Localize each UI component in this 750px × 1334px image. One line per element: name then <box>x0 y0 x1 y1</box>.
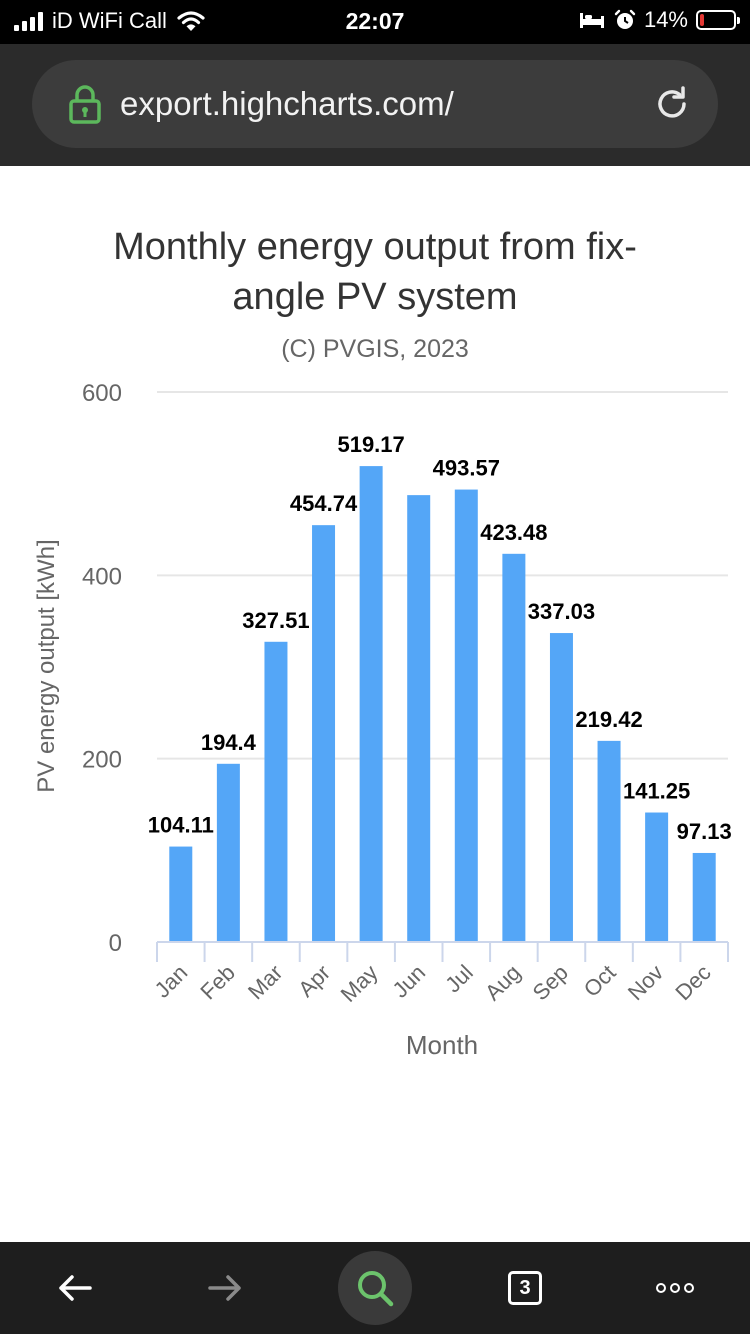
status-right: 14% <box>578 7 740 33</box>
data-label: 141.25 <box>623 779 690 804</box>
signal-icon <box>14 11 43 31</box>
more-icon <box>656 1283 694 1293</box>
more-button[interactable] <box>630 1242 720 1334</box>
data-label: 104.11 <box>148 813 214 838</box>
bottom-toolbar: 3 <box>0 1242 750 1334</box>
bar <box>312 525 336 942</box>
chart-area: Monthly energy output from fix- angle PV… <box>0 166 750 1242</box>
data-label: 454.74 <box>290 491 358 516</box>
carrier-label: iD WiFi Call <box>52 8 167 33</box>
x-tick-label: Jun <box>387 960 430 1003</box>
y-tick-label: 400 <box>82 563 122 590</box>
y-axis-title: PV energy output [kWh] <box>33 539 60 792</box>
chart-subtitle: (C) PVGIS, 2023 <box>281 335 469 363</box>
bed-icon <box>579 13 604 28</box>
data-label: 194.4 <box>201 730 257 755</box>
bar <box>264 641 288 942</box>
y-tick-label: 600 <box>82 380 122 407</box>
bar <box>645 812 669 942</box>
x-tick-label: May <box>336 960 383 1007</box>
battery-fill <box>700 14 705 26</box>
bar <box>692 852 716 942</box>
chart-title: Monthly energy output from fix- angle PV… <box>50 222 700 322</box>
data-label: 97.13 <box>677 819 732 844</box>
data-label: 519.17 <box>337 432 404 457</box>
bar-chart: 0 200 400 600 Jan Feb Mar Apr May Jun Jul Aug Sep Oct… <box>33 380 734 1060</box>
battery-percent: 14% <box>643 7 688 32</box>
x-tick-label: Nov <box>623 960 668 1005</box>
forward-arrow-icon <box>208 1275 241 1301</box>
battery-icon <box>696 10 740 30</box>
x-axis-title: Month <box>406 1030 478 1060</box>
lock-icon <box>69 85 101 124</box>
status-bar: iD WiFi Call 22:07 14% <box>0 0 750 44</box>
address-bar[interactable]: export.highcharts.com/ <box>32 60 718 148</box>
y-tick-label: 200 <box>82 747 122 774</box>
status-left: iD WiFi Call <box>14 8 205 34</box>
x-tick-label: Sep <box>528 960 573 1005</box>
back-arrow-icon <box>59 1275 92 1301</box>
search-circle <box>338 1251 412 1325</box>
url-text[interactable]: export.highcharts.com/ <box>120 85 454 122</box>
reload-icon[interactable] <box>652 84 692 124</box>
data-label: 337.03 <box>528 599 595 624</box>
alarm-icon <box>614 9 636 29</box>
x-tick-label: Aug <box>480 960 525 1005</box>
x-tick-label: Jul <box>440 960 478 998</box>
search-icon <box>358 1271 394 1307</box>
bar <box>597 740 621 942</box>
bar <box>359 466 383 942</box>
x-tick-label: Dec <box>670 960 715 1005</box>
y-tick-label: 0 <box>109 930 122 957</box>
wifi-icon <box>177 11 205 31</box>
x-tick-label: Mar <box>243 960 287 1004</box>
data-label: 219.42 <box>575 707 642 732</box>
tabs-button[interactable]: 3 <box>480 1242 570 1334</box>
bar <box>502 553 526 942</box>
forward-button[interactable] <box>180 1242 270 1334</box>
bar <box>454 489 478 942</box>
bar <box>216 763 240 942</box>
data-label: 493.57 <box>433 456 500 481</box>
x-tick-label: Oct <box>579 960 621 1002</box>
bar <box>549 633 573 942</box>
bar <box>407 495 431 942</box>
chart-title-line: angle PV system <box>232 276 518 318</box>
x-tick-label: Jan <box>150 960 193 1003</box>
browser-header: export.highcharts.com/ <box>0 44 750 166</box>
search-button[interactable] <box>330 1242 420 1334</box>
tabs-icon: 3 <box>508 1271 542 1305</box>
x-tick-label: Apr <box>293 960 335 1002</box>
back-button[interactable] <box>30 1242 120 1334</box>
data-label: 423.48 <box>480 520 547 545</box>
data-label: 327.51 <box>242 608 309 633</box>
chart-title-line: Monthly energy output from fix- <box>113 226 637 268</box>
bar <box>169 846 193 942</box>
x-tick-label: Feb <box>195 960 239 1004</box>
